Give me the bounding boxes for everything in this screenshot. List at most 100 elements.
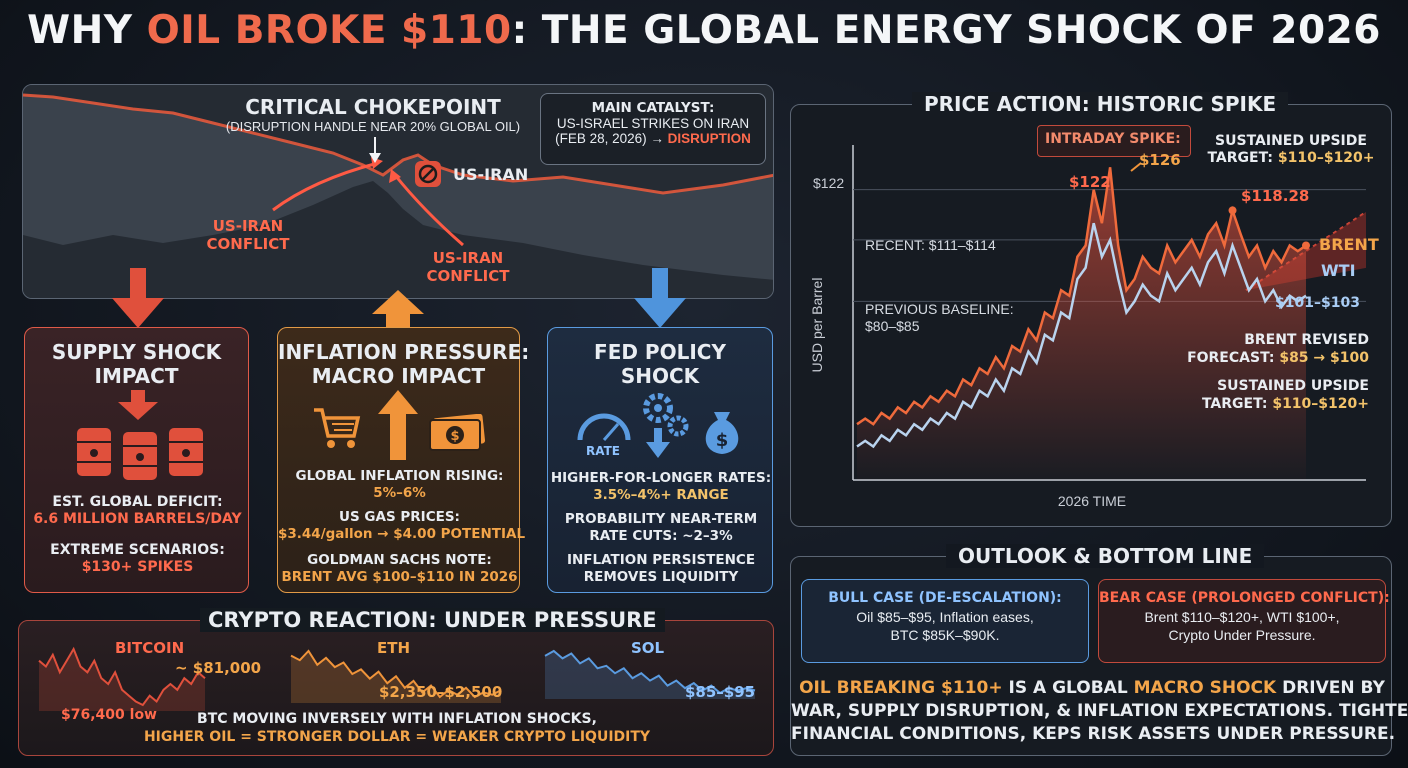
peak-marker [1228,206,1237,215]
inflation-title-line2: MACRO IMPACT [311,364,486,388]
crypto-note-line1: BTC MOVING INVERSELY WITH INFLATION SHOC… [197,711,597,727]
chokepoint-title: CRITICAL CHOKEPOINT [245,95,501,119]
supply-title-line1: SUPPLY SHOCK [51,340,222,364]
sol-area [545,651,755,699]
svg-text:$: $ [716,430,729,451]
title-pre: WHY [27,8,147,53]
sustained-top-val: $110–$120+ [1277,150,1375,166]
bull-line1: Oil $85–$95, Inflation eases, [856,609,1034,625]
title-highlight: OIL BROKE $110 [146,8,512,53]
brent-series-line [856,167,1307,426]
conflict-label-left: US-IRAN CONFLICT [193,217,303,253]
sol-name: SOL [631,639,665,657]
recent-label: RECENT: $111–$114 [865,237,996,253]
conflict-right-line2: CONFLICT [426,267,510,285]
price-chart [852,145,1367,481]
catalyst-disruption: DISRUPTION [667,131,751,146]
bottom-line: OIL BREAKING $110+ IS A GLOBAL MACRO SHO… [791,677,1408,746]
wti-series-line [856,222,1307,449]
sustained-upside-bottom: SUSTAINED UPSIDE TARGET: $110–$120+ [1169,377,1369,413]
bl-line3: FINANCIAL CONDITIONS, KEPS RISK ASSETS U… [791,724,1396,744]
btc-price: ~ $81,000 [175,659,262,677]
rates-label: HIGHER-FOR-LONGER RATES: [550,470,772,486]
eth-name: ETH [377,639,411,657]
eth-line [290,649,502,699]
outlook-title: OUTLOOK & BOTTOM LINE [946,544,1265,568]
global-inflation-label: GLOBAL INFLATION RISING: [295,468,504,484]
brent-rev-pre: FORECAST: [1187,350,1280,366]
oil-barrels-icon [77,428,203,480]
chokepoint-subtitle: (DISRUPTION HANDLE NEAR 20% GLOBAL OIL) [225,119,521,134]
global-inflation-value: 5%–6% [373,485,426,501]
eth-range: $2,350–$2,500 [379,683,503,701]
money-bag-icon: $ [705,412,739,454]
inflation-box: INFLATION PRESSURE: MACRO IMPACT $ GLOBA… [277,327,530,593]
bear-line2: Crypto Under Pressure. [1168,627,1316,643]
bl-macro: MACRO SHOCK [1133,678,1277,698]
bitcoin-sparkline [38,646,206,711]
fed-title: FED POLICY SHOCK [548,340,772,388]
bear-line1: Brent $110–$120+, WTI $100+, [1144,609,1340,625]
crypto-note-line2: HIGHER OIL = STRONGER DOLLAR = WEAKER CR… [143,729,651,745]
x-axis-label: 2026 TIME [1057,493,1127,509]
sustained-top-pre: TARGET: [1207,150,1278,166]
bl-line2: WAR, SUPPLY DISRUPTION, & INFLATION EXPE… [791,701,1408,721]
persist-line2: REMOVES LIQUIDITY [583,569,739,585]
svg-text:$: $ [450,429,459,444]
deficit-label: EST. GLOBAL DEFICIT: [52,494,223,510]
down-arrow-blue [634,268,686,328]
bl-end: DRIVEN BY [1276,678,1385,698]
crypto-title: CRYPTO REACTION: UNDER PRESSURE [200,608,665,632]
intraday-label: INTRADAY SPIKE: [1045,131,1181,147]
gas-label: US GAS PRICES: [339,509,460,525]
catalyst-line1: MAIN CATALYST: [591,100,715,116]
goldman-label: GOLDMAN SACHS NOTE: [307,552,492,568]
catalyst-line3: (FEB 28, 2026) → [555,131,664,146]
price-action-title: PRICE ACTION: HISTORIC SPIKE [912,92,1289,116]
prev-line1: PREVIOUS BASELINE: [865,301,1014,317]
fed-title-line1: FED POLICY [594,340,726,364]
up-arrow-orange [372,290,424,330]
persist-line1: INFLATION PERSISTENCE [566,552,756,568]
down-arrow-red [112,268,164,328]
sol-sparkline [544,649,756,699]
peak-122-label: $122 [1069,173,1111,191]
sol-line [544,649,756,695]
prev-line2: $80–$85 [865,318,920,334]
brent-end-marker [1302,241,1310,250]
brent-revised: BRENT REVISED FORECAST: $85 → $100 [1169,331,1369,367]
btc-name: BITCOIN [115,639,185,657]
wti-range: $101–$103 [1275,295,1360,311]
gauge-icon [577,413,631,441]
bull-case-box: BULL CASE (DE-ESCALATION): Oil $85–$95, … [801,579,1089,663]
conflict-label-right: US-IRAN CONFLICT [413,249,523,285]
bl-oil: OIL BREAKING $110+ [799,678,1003,698]
brent-label: BRENT [1319,235,1379,254]
y-axis-label: USD per Barrel [809,277,825,373]
intraday-value: $126 [1139,151,1181,169]
bear-title: BEAR CASE (PROLONGED CONFLICT): [1099,590,1390,606]
gas-value: $3.44/gallon → $4.00 POTENTIAL [278,526,526,542]
deficit-value: 6.6 MILLION BARRELS/DAY [33,511,242,527]
bull-line2: BTC $85K–$90K. [890,627,1000,643]
us-iran-label: US-IRAN [453,165,529,184]
fed-title-line2: SHOCK [620,364,700,388]
sustained-bottom-val: $110–$120+ [1272,396,1369,412]
conflict-right-line1: US-IRAN [432,249,504,267]
sustained-bottom-line1: SUSTAINED UPSIDE [1217,378,1369,394]
shopping-cart-icon [314,408,361,448]
bl-mid: IS A GLOBAL [1002,678,1134,698]
crypto-box: BITCOIN ~ $81,000 $76,400 low ETH $2,350… [18,620,774,756]
supply-title: SUPPLY SHOCK IMPACT [25,340,248,388]
catalyst-box: MAIN CATALYST: US-ISRAEL STRIKES ON IRAN… [540,93,766,165]
ytick-122: $122 [813,175,845,191]
no-strike-icon [415,161,441,187]
down-arrow-icon [118,390,158,420]
p11828-label: $118.28 [1241,187,1310,205]
intraday-box [1037,125,1191,157]
conflict-left-line2: CONFLICT [206,235,290,253]
rate-icon-label: RATE [586,444,620,458]
brent-rev-line1: BRENT REVISED [1244,332,1369,348]
inflation-title-line1: INFLATION PRESSURE: [278,340,530,364]
extreme-value: $130+ SPIKES [81,559,194,575]
